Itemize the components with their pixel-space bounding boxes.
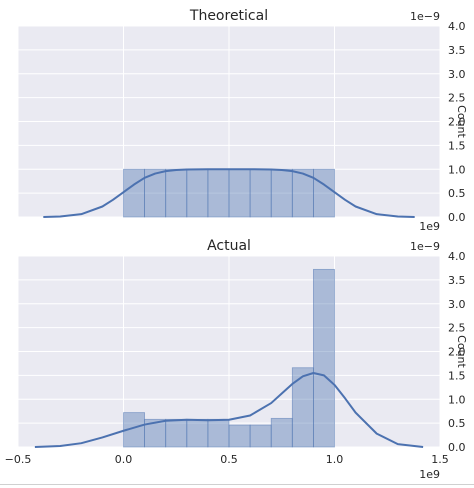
y-offset-label: 1e−9 bbox=[410, 10, 440, 23]
histogram-bar bbox=[249, 168, 272, 218]
y-axis-label: Count bbox=[455, 105, 468, 138]
y-tick-label: 2.5 bbox=[448, 322, 466, 335]
x-tick-label: 1.0 bbox=[326, 453, 344, 466]
y-axis-label: Count bbox=[455, 335, 468, 368]
y-tick-label: 2.5 bbox=[448, 92, 466, 105]
chart-title: Actual bbox=[207, 238, 251, 254]
y-tick-label: 1.0 bbox=[448, 393, 466, 406]
y-tick-label: 0.0 bbox=[448, 441, 466, 454]
y-tick-label: 4.0 bbox=[448, 20, 466, 33]
histogram-bar bbox=[186, 418, 209, 448]
x-offset-label: 1e9 bbox=[419, 220, 440, 233]
histogram-bar bbox=[312, 168, 335, 218]
y-tick-label: 0.5 bbox=[448, 417, 466, 430]
bottom-divider bbox=[0, 484, 474, 485]
histogram-bar bbox=[228, 424, 251, 448]
y-tick-label: 2.0 bbox=[448, 346, 466, 359]
y-tick-label: 1.0 bbox=[448, 163, 466, 176]
x-offset-label: 1e9 bbox=[419, 468, 440, 481]
histogram-bar bbox=[165, 168, 188, 218]
kde-line bbox=[34, 371, 424, 448]
y-offset-label: 1e−9 bbox=[410, 240, 440, 253]
y-tick-label: 0.5 bbox=[448, 187, 466, 200]
y-tick-label: 4.0 bbox=[448, 250, 466, 263]
y-tick-label: 1.5 bbox=[448, 369, 466, 382]
x-tick-label: −0.5 bbox=[5, 453, 32, 466]
histogram-bar bbox=[207, 418, 230, 448]
histogram-bar bbox=[270, 168, 293, 218]
y-tick-label: 1.5 bbox=[448, 139, 466, 152]
histogram-bar bbox=[228, 168, 251, 218]
histogram-bar bbox=[270, 417, 293, 448]
y-tick-label: 0.0 bbox=[448, 211, 466, 224]
y-tick-label: 3.5 bbox=[448, 44, 466, 57]
histogram-bar bbox=[207, 168, 230, 218]
x-tick-label: 0.5 bbox=[220, 453, 238, 466]
histogram-bar bbox=[249, 424, 272, 448]
histogram-bar bbox=[123, 168, 146, 218]
y-tick-label: 3.5 bbox=[448, 274, 466, 287]
chart-title: Theoretical bbox=[189, 8, 268, 24]
kde-line bbox=[43, 168, 415, 218]
y-tick-label: 3.0 bbox=[448, 298, 466, 311]
histogram-bar bbox=[312, 268, 335, 448]
histogram-bar bbox=[291, 367, 314, 448]
y-tick-label: 3.0 bbox=[448, 68, 466, 81]
y-tick-label: 2.0 bbox=[448, 116, 466, 129]
x-tick-label: 1.5 bbox=[431, 453, 449, 466]
histogram-bar bbox=[165, 418, 188, 448]
histogram-bar bbox=[186, 168, 209, 218]
x-tick-label: 0.0 bbox=[115, 453, 133, 466]
